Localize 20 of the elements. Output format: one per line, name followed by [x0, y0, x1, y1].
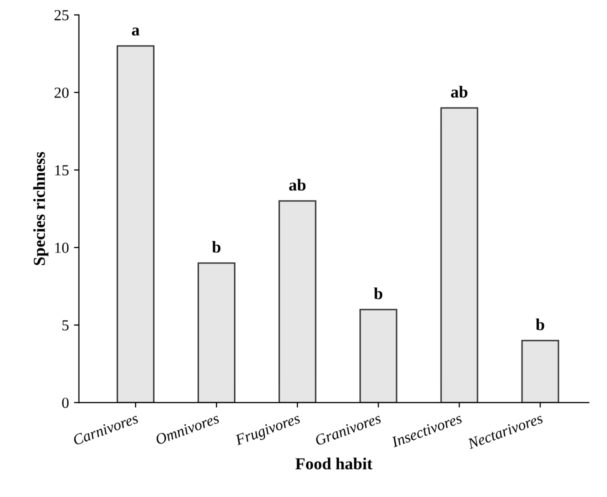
x-axis-title: Food habit [295, 458, 372, 470]
annotation: b [536, 318, 544, 330]
y-tick-label: 15 [55, 165, 69, 176]
annotation: a [132, 28, 140, 36]
y-tick-label: 0 [62, 398, 69, 408]
annotation: b [374, 287, 382, 300]
bar [521, 340, 560, 403]
annotation: ab [289, 178, 306, 191]
bar [440, 107, 478, 403]
bar [198, 262, 236, 403]
y-tick-label: 10 [55, 242, 69, 253]
bar [359, 308, 398, 403]
bar [116, 45, 154, 403]
y-tick-label: 5 [62, 320, 69, 330]
y-axis-title: Species richness [33, 152, 48, 266]
annotation: ab [451, 86, 468, 98]
bar [278, 200, 316, 403]
y-tick-label: 20 [54, 88, 69, 98]
annotation: b [212, 240, 220, 253]
y-tick-label: 25 [54, 10, 69, 20]
